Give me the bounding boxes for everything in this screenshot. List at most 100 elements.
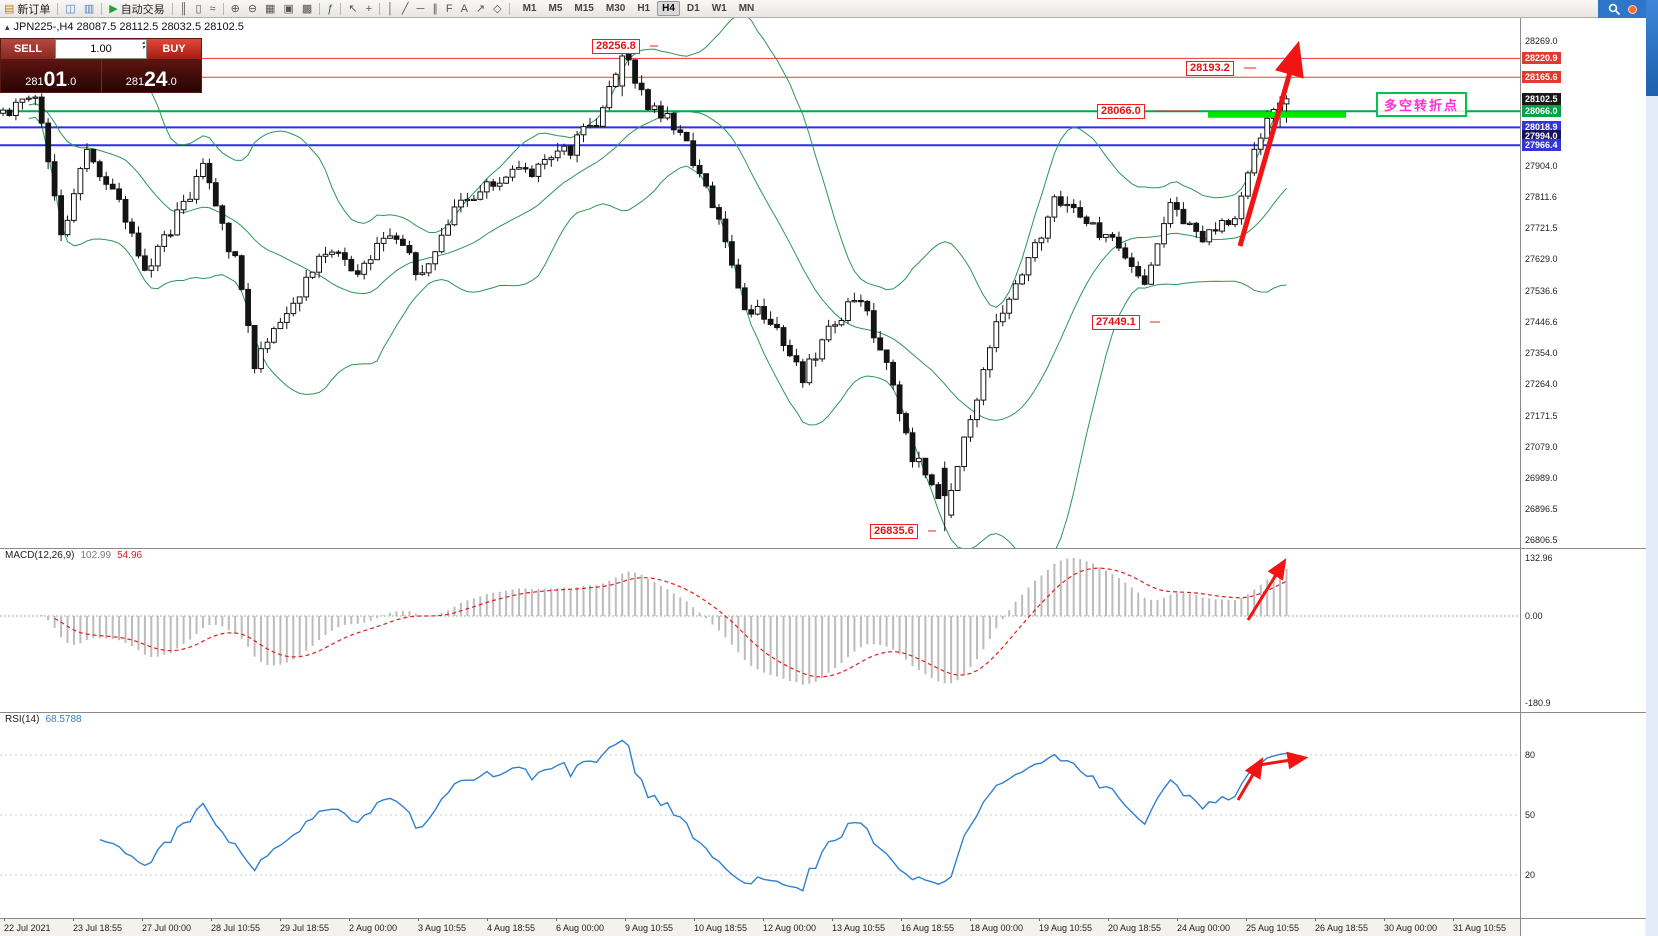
macd-label: MACD(12,26,9) 102.99 54.96	[5, 550, 142, 561]
timeframe-h4-button[interactable]: H4	[657, 1, 680, 16]
zoom-out-button[interactable]: ⊖	[244, 1, 261, 17]
bar-chart-button[interactable]: ║	[176, 1, 192, 17]
time-tick	[73, 918, 74, 921]
search-icon[interactable]	[1608, 3, 1621, 16]
time-axis-label: 12 Aug 00:00	[763, 923, 817, 933]
timeframe-m30-button[interactable]: M30	[605, 3, 626, 14]
time-tick	[1246, 918, 1247, 921]
right-scrollbar[interactable]	[1646, 0, 1658, 936]
rsi-title: RSI(14)	[5, 714, 40, 725]
candlestick-chart-button[interactable]: ▯	[191, 1, 205, 17]
buy-price[interactable]: 281 24.0	[102, 59, 202, 92]
price-level-tag: 28066.0	[1522, 105, 1561, 117]
time-tick	[970, 918, 971, 921]
buy-button[interactable]: BUY	[147, 39, 201, 59]
toolbar-separator	[319, 2, 321, 15]
new-order-icon: ▤	[4, 2, 15, 15]
charts-window-button[interactable]: ◫	[61, 1, 79, 17]
one-click-trading-widget: SELL 1.00 ▴ ▾ BUY 281 01.0 281 24.0	[0, 38, 202, 93]
toolbar-button-group: ▤ 新订单 ◫ ▥ ▶ 自动交易 ║ ▯ ≈ ⊕ ⊖ ▦ ▣ ▩ ƒ ↖ + │ ╱ ─ ∥ F A ↗ ◇	[0, 0, 513, 17]
price-axis-label: 26806.5	[1525, 535, 1558, 545]
sell-button[interactable]: SELL	[1, 39, 55, 59]
candlestick-chart-icon: ▯	[195, 2, 202, 15]
one-click-collapse-icon[interactable]: ▴	[5, 21, 10, 32]
timeframe-m15-button[interactable]: M15	[574, 3, 594, 14]
time-axis-label: 20 Aug 18:55	[1108, 923, 1162, 933]
crosshair-button[interactable]: +	[362, 1, 376, 17]
price-level-tag: 28102.5	[1522, 93, 1561, 105]
stepper-up-icon[interactable]: ▴	[141, 40, 145, 46]
toolbar-separator	[379, 2, 381, 15]
shapes-button[interactable]: ◇	[489, 1, 505, 17]
stepper-down-icon[interactable]: ▾	[141, 45, 145, 51]
price-prefix: 281	[125, 76, 145, 88]
vertical-line-button[interactable]: │	[383, 1, 398, 17]
time-tick	[1108, 918, 1109, 921]
panel-splitter[interactable]	[0, 712, 1658, 713]
time-tick	[142, 918, 143, 921]
toolbar-separator	[57, 2, 59, 15]
zoom-in-button[interactable]: ⊕	[227, 1, 244, 17]
grid-button[interactable]: ▦	[261, 1, 279, 17]
text-label-button[interactable]: A	[457, 1, 472, 17]
profiles-button[interactable]: ▥	[80, 1, 98, 17]
time-tick	[1384, 918, 1385, 921]
grid-icon: ▦	[265, 2, 276, 15]
timeframe-mn-button[interactable]: MN	[738, 3, 755, 14]
trendline-button[interactable]: ╱	[398, 1, 413, 17]
price-axis[interactable]: 28269.0 28220.9 28165.6 28102.5 28066.0 28018…	[1521, 18, 1645, 936]
time-axis-label: 10 Aug 18:55	[694, 923, 748, 933]
cursor-button[interactable]: ↖	[344, 1, 361, 17]
rsi-label: RSI(14) 68.5788	[5, 714, 82, 725]
notification-dot-icon[interactable]	[1627, 4, 1637, 14]
volume-input[interactable]: 1.00 ▴ ▾	[55, 39, 147, 59]
horizontal-line-button[interactable]: ─	[413, 1, 429, 17]
fibonacci-button[interactable]: F	[442, 1, 457, 17]
time-axis-label: 23 Jul 18:55	[73, 923, 123, 933]
price-axis-label: 27721.5	[1525, 223, 1558, 233]
price-callout: 28066.0	[1097, 104, 1145, 119]
price-axis-label: 27264.0	[1525, 379, 1558, 389]
new-order-button[interactable]: ▤ 新订单	[0, 1, 54, 17]
timeframe-h1-button[interactable]: H1	[637, 3, 651, 14]
price-chart-panel[interactable]: ▴ JPN225-,H4 28087.5 28112.5 28032.5 281…	[0, 18, 1520, 548]
time-axis[interactable]: 22 Jul 2021 23 Jul 18:55 27 Jul 00:00 28 Ju…	[0, 918, 1658, 936]
time-axis-label: 16 Aug 18:55	[901, 923, 955, 933]
indicators-button[interactable]: ƒ	[323, 1, 337, 17]
timeframe-d1-button[interactable]: D1	[686, 3, 700, 14]
toolbar-separator	[101, 2, 103, 15]
scrollbar-thumb[interactable]	[1646, 0, 1658, 96]
time-axis-label: 27 Jul 00:00	[142, 923, 192, 933]
auto-trading-button[interactable]: ▶ 自动交易	[105, 1, 168, 17]
vertical-line-icon: │	[387, 2, 394, 15]
horizontal-line-icon: ─	[416, 2, 425, 15]
arrow-tool-button[interactable]: ↗	[472, 1, 489, 17]
timeframe-m1-button[interactable]: M1	[522, 3, 537, 14]
price-level-tag: 28165.6	[1522, 71, 1561, 83]
rsi-panel[interactable]: RSI(14) 68.5788	[0, 712, 1520, 918]
panel-splitter[interactable]	[0, 548, 1658, 549]
volume-stepper[interactable]: ▴ ▾	[141, 40, 145, 51]
timeframe-m5-button[interactable]: M5	[548, 3, 563, 14]
rsi-canvas[interactable]	[0, 712, 1520, 918]
annotation-note-text: 多空转折点	[1384, 98, 1460, 113]
toolbar-separator	[508, 2, 510, 15]
price-axis-label: 27629.0	[1525, 254, 1558, 264]
sell-price[interactable]: 281 01.0	[1, 59, 102, 92]
tile-windows-button[interactable]: ▣	[279, 1, 297, 17]
price-axis-label: 27446.6	[1525, 317, 1558, 327]
price-chart-canvas[interactable]	[0, 18, 1520, 548]
macd-canvas[interactable]	[0, 548, 1520, 712]
time-tick	[1453, 918, 1454, 921]
macd-panel[interactable]: MACD(12,26,9) 102.99 54.96	[0, 548, 1520, 712]
equidistant-channel-button[interactable]: ∥	[428, 1, 442, 17]
charts-window-icon: ◫	[65, 2, 76, 15]
time-tick	[901, 918, 902, 921]
time-axis-label: 3 Aug 10:55	[418, 923, 467, 933]
time-axis-label: 28 Jul 10:55	[211, 923, 261, 933]
cascade-windows-button[interactable]: ▩	[298, 1, 316, 17]
price-axis-label: 26896.5	[1525, 504, 1558, 514]
line-chart-button[interactable]: ≈	[206, 1, 220, 17]
timeframe-w1-button[interactable]: W1	[711, 3, 727, 14]
time-axis-label: 31 Aug 10:55	[1453, 923, 1507, 933]
